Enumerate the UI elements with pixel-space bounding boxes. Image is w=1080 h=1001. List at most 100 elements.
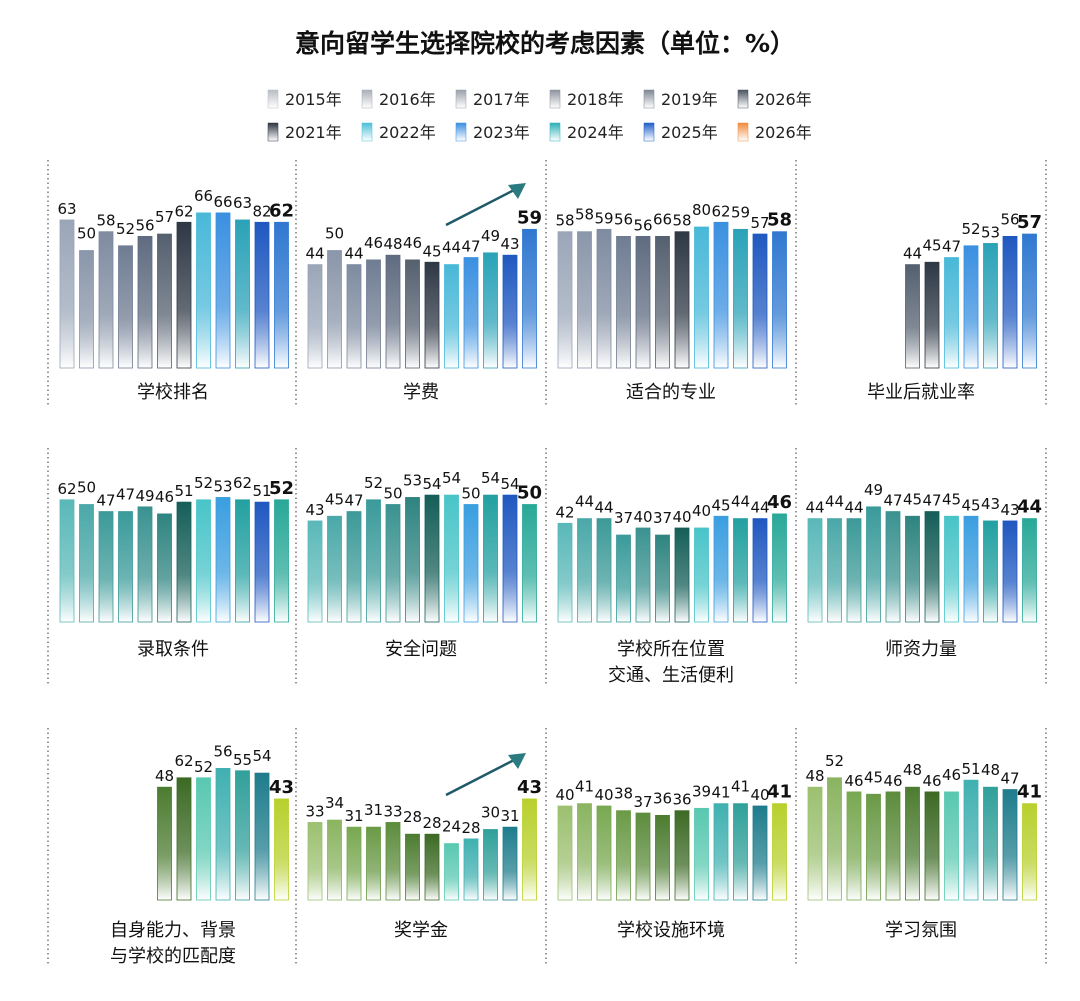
bar xyxy=(772,513,787,623)
bar xyxy=(235,770,250,901)
data-label: 50 xyxy=(325,225,344,243)
bar xyxy=(235,219,250,369)
legend-item: 2015年 xyxy=(267,89,342,109)
data-label: 56 xyxy=(213,742,232,760)
bar xyxy=(327,250,342,369)
data-label: 33 xyxy=(305,802,324,820)
data-label: 63 xyxy=(57,200,76,218)
data-label: 40 xyxy=(594,786,613,804)
bar xyxy=(118,245,133,369)
bar xyxy=(866,793,881,901)
panel-title: 毕业后就业率 xyxy=(867,382,975,403)
data-label: 43 xyxy=(269,777,294,798)
bar xyxy=(346,264,362,369)
data-label: 51 xyxy=(961,760,980,778)
bar xyxy=(463,504,479,623)
bar xyxy=(502,494,518,623)
data-label: 43 xyxy=(1000,501,1019,519)
bar xyxy=(137,506,153,623)
data-label: 43 xyxy=(517,777,542,798)
panel-title: 学校设施环境 xyxy=(617,920,725,941)
data-label: 53 xyxy=(213,477,232,495)
bar xyxy=(215,768,231,901)
bar xyxy=(196,212,211,369)
data-label: 54 xyxy=(481,469,500,487)
legend-item: 2025年 xyxy=(643,122,718,142)
legend-swatch xyxy=(643,89,655,109)
data-label: 62 xyxy=(711,202,730,220)
legend-swatch xyxy=(549,89,561,109)
bar xyxy=(346,826,362,901)
bar xyxy=(254,501,270,623)
bar xyxy=(944,257,959,369)
bar xyxy=(983,243,998,369)
data-label: 44 xyxy=(305,245,324,263)
bar xyxy=(1022,233,1037,369)
data-label: 36 xyxy=(672,791,691,809)
bar xyxy=(924,791,940,901)
panel-title: 师资力量 xyxy=(885,639,957,660)
panel-title: 安全问题 xyxy=(385,639,457,660)
data-label: 56 xyxy=(1000,210,1019,228)
data-label: 50 xyxy=(461,485,480,503)
data-label: 39 xyxy=(692,782,711,800)
bar xyxy=(483,829,498,901)
data-label: 43 xyxy=(500,235,519,253)
data-label: 42 xyxy=(555,503,574,521)
bar xyxy=(366,259,381,369)
bar xyxy=(307,520,323,623)
data-label: 46 xyxy=(883,772,902,790)
data-label: 40 xyxy=(692,502,711,520)
panel-title: 学校所在位置 xyxy=(617,639,725,660)
bar xyxy=(405,833,420,901)
data-label: 62 xyxy=(233,474,252,492)
data-label: 66 xyxy=(194,187,213,205)
data-label: 63 xyxy=(233,194,252,212)
data-label: 47 xyxy=(96,492,115,510)
data-label: 46 xyxy=(942,766,961,784)
bar xyxy=(655,815,670,901)
bar xyxy=(596,518,612,623)
data-label: 44 xyxy=(575,493,594,511)
bar xyxy=(905,515,920,623)
data-label: 45 xyxy=(961,496,980,514)
bar xyxy=(196,777,211,901)
data-label: 51 xyxy=(252,482,271,500)
data-label: 54 xyxy=(442,469,461,487)
legend-item: 2024年 xyxy=(549,122,624,142)
bar xyxy=(905,264,920,369)
data-label: 34 xyxy=(325,794,344,812)
data-label: 41 xyxy=(767,782,792,803)
bar xyxy=(924,511,940,623)
bar xyxy=(1002,235,1018,369)
legend: 2015年 2016年 2017年 2018年 2019年 2026年 2021年 2022年… xyxy=(267,89,812,142)
bar xyxy=(522,504,537,623)
legend-swatch xyxy=(737,122,749,142)
bar xyxy=(557,231,573,369)
bar xyxy=(635,235,651,369)
data-label: 36 xyxy=(653,789,672,807)
data-label: 46 xyxy=(844,772,863,790)
data-label: 58 xyxy=(575,206,594,224)
bar xyxy=(772,231,787,369)
data-label: 52 xyxy=(269,478,294,499)
bar xyxy=(1022,803,1037,901)
bar xyxy=(807,518,823,623)
legend-label: 2023年 xyxy=(473,123,530,142)
bar xyxy=(694,807,709,901)
data-label: 44 xyxy=(594,499,613,517)
bar xyxy=(577,803,592,901)
bar xyxy=(733,518,748,623)
data-label: 44 xyxy=(750,499,769,517)
bar xyxy=(752,805,768,901)
data-label: 56 xyxy=(614,210,633,228)
data-label: 54 xyxy=(500,475,519,493)
legend-item: 2019年 xyxy=(643,89,718,109)
data-label: 58 xyxy=(767,210,792,231)
bar xyxy=(1002,789,1018,901)
